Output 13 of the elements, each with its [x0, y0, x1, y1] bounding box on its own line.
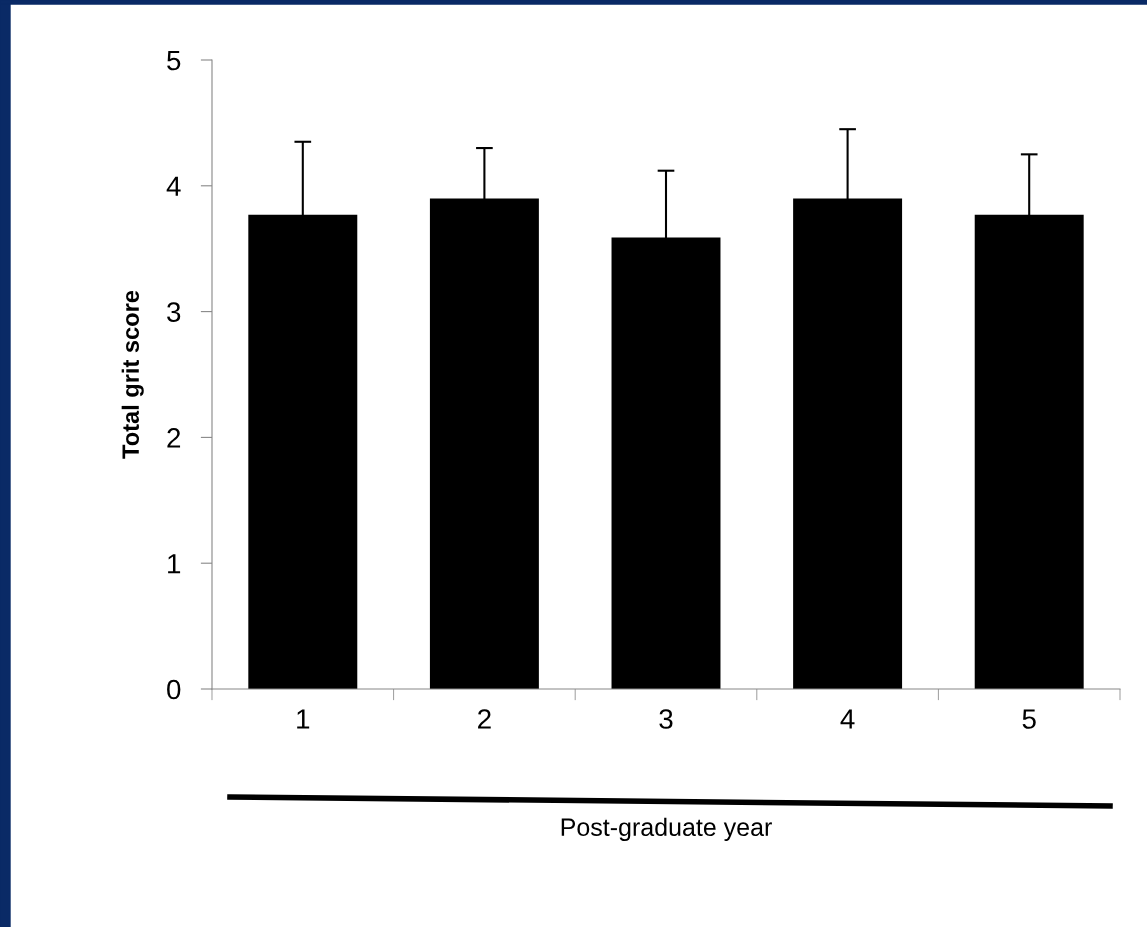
x-tick-label: 1: [297, 709, 310, 729]
x-tick-label: 3: [659, 709, 673, 729]
y-tick-label: 4: [166, 176, 181, 196]
y-tick-label: 3: [167, 302, 181, 322]
y-axis-title: Total grit score: [121, 290, 144, 459]
y-tick-label: 0: [167, 679, 181, 700]
y-tick-label: 2: [167, 428, 181, 448]
y-tick-label: 1: [168, 554, 181, 574]
x-tick-label: 2: [478, 709, 491, 729]
x-tick-label: 5: [1022, 709, 1036, 729]
y-tick-label: 5: [167, 50, 181, 71]
x-axis-title: Post-graduate year: [561, 817, 772, 841]
x-tick-label: 4: [840, 709, 855, 729]
